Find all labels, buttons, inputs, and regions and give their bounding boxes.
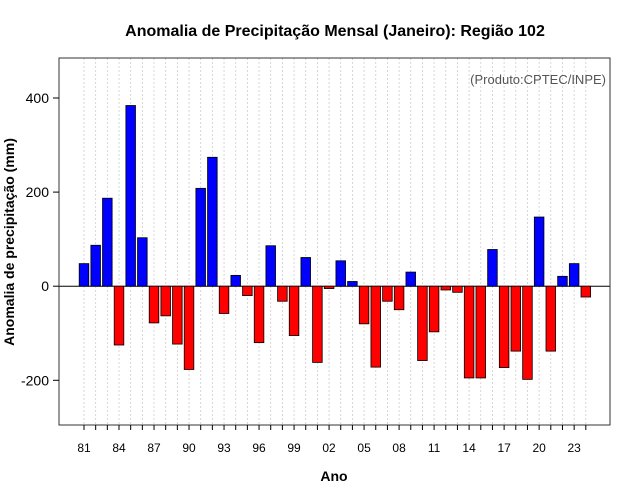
x-tick-label: 05 (357, 441, 371, 455)
x-axis: 81 84 87 90 93 96 99 02 05 08 11 14 17 20 23 (77, 425, 587, 455)
bar-2016 (487, 249, 498, 287)
bar-1997 (265, 245, 276, 287)
x-tick-label: 81 (77, 441, 91, 455)
bar-2000 (300, 257, 311, 287)
bar-2017 (498, 285, 510, 368)
bar-2007 (382, 285, 393, 302)
x-tick-label: 11 (428, 441, 441, 455)
bar-1986 (137, 237, 148, 287)
bar-1996 (253, 285, 265, 344)
y-axis-label: Anomalia de precipitação (mm) (1, 138, 17, 346)
y-tick-label: 0 (41, 278, 49, 294)
bar-2023 (568, 263, 580, 287)
y-tick-label: 200 (26, 184, 50, 200)
x-tick-label: 87 (147, 441, 161, 455)
bar-2014 (463, 285, 475, 379)
bar-1994 (230, 274, 241, 287)
x-tick-label: 93 (217, 441, 231, 455)
bar-1989 (172, 285, 183, 345)
x-tick-label: 14 (462, 441, 476, 455)
x-tick-label: 20 (532, 441, 546, 455)
x-tick-label: 84 (112, 441, 126, 455)
bar-2011 (428, 285, 440, 333)
x-tick-label: 17 (497, 441, 511, 455)
bar-2020 (533, 216, 545, 287)
bar-1993 (218, 285, 230, 314)
bar-1991 (195, 187, 206, 287)
bars (78, 105, 592, 380)
bar-1990 (183, 285, 195, 370)
x-axis-label: Ano (320, 468, 347, 484)
bar-1995 (242, 285, 253, 297)
x-tick-label: 02 (322, 441, 336, 455)
bar-1992 (207, 156, 218, 287)
bar-1984 (113, 285, 125, 346)
bar-1987 (148, 285, 160, 324)
bar-2008 (393, 285, 405, 311)
chart-title: Anomalia de Precipitação Mensal (Janeiro… (125, 23, 545, 40)
x-tick-label: 99 (287, 441, 301, 455)
bar-2022 (557, 275, 568, 287)
bar-1981 (78, 263, 90, 287)
bar-1985 (125, 105, 136, 287)
x-tick-label: 90 (182, 441, 196, 455)
y-tick-label: -200 (21, 372, 49, 388)
x-tick-label: 08 (392, 441, 406, 455)
bar-1988 (160, 285, 171, 317)
x-tick-label: 23 (567, 441, 581, 455)
bar-2003 (335, 260, 346, 287)
bar-2015 (475, 285, 486, 379)
bar-2010 (417, 285, 428, 361)
gridlines (83, 58, 587, 425)
bar-2002 (323, 285, 335, 289)
x-tick-label: 96 (252, 441, 266, 455)
bar-2006 (370, 285, 381, 368)
bar-2012 (440, 285, 451, 291)
bar-2004 (347, 281, 358, 287)
bar-1998 (277, 285, 288, 302)
bar-2018 (510, 285, 521, 352)
bar-2013 (452, 285, 463, 293)
plot-frame (58, 57, 611, 426)
y-tick-label: 400 (26, 90, 50, 106)
y-axis: 400 200 0 -200 (21, 90, 59, 388)
bar-1982 (90, 244, 101, 287)
bar-1999 (288, 285, 300, 337)
bar-2021 (545, 285, 557, 352)
bar-2005 (358, 285, 370, 325)
bar-2024 (580, 285, 592, 298)
bar-1983 (102, 197, 113, 287)
credit-label: (Produto:CPTEC/INPE) (470, 72, 606, 87)
bar-2019 (522, 285, 533, 380)
bar-2001 (312, 285, 323, 363)
bar-2009 (405, 271, 416, 287)
